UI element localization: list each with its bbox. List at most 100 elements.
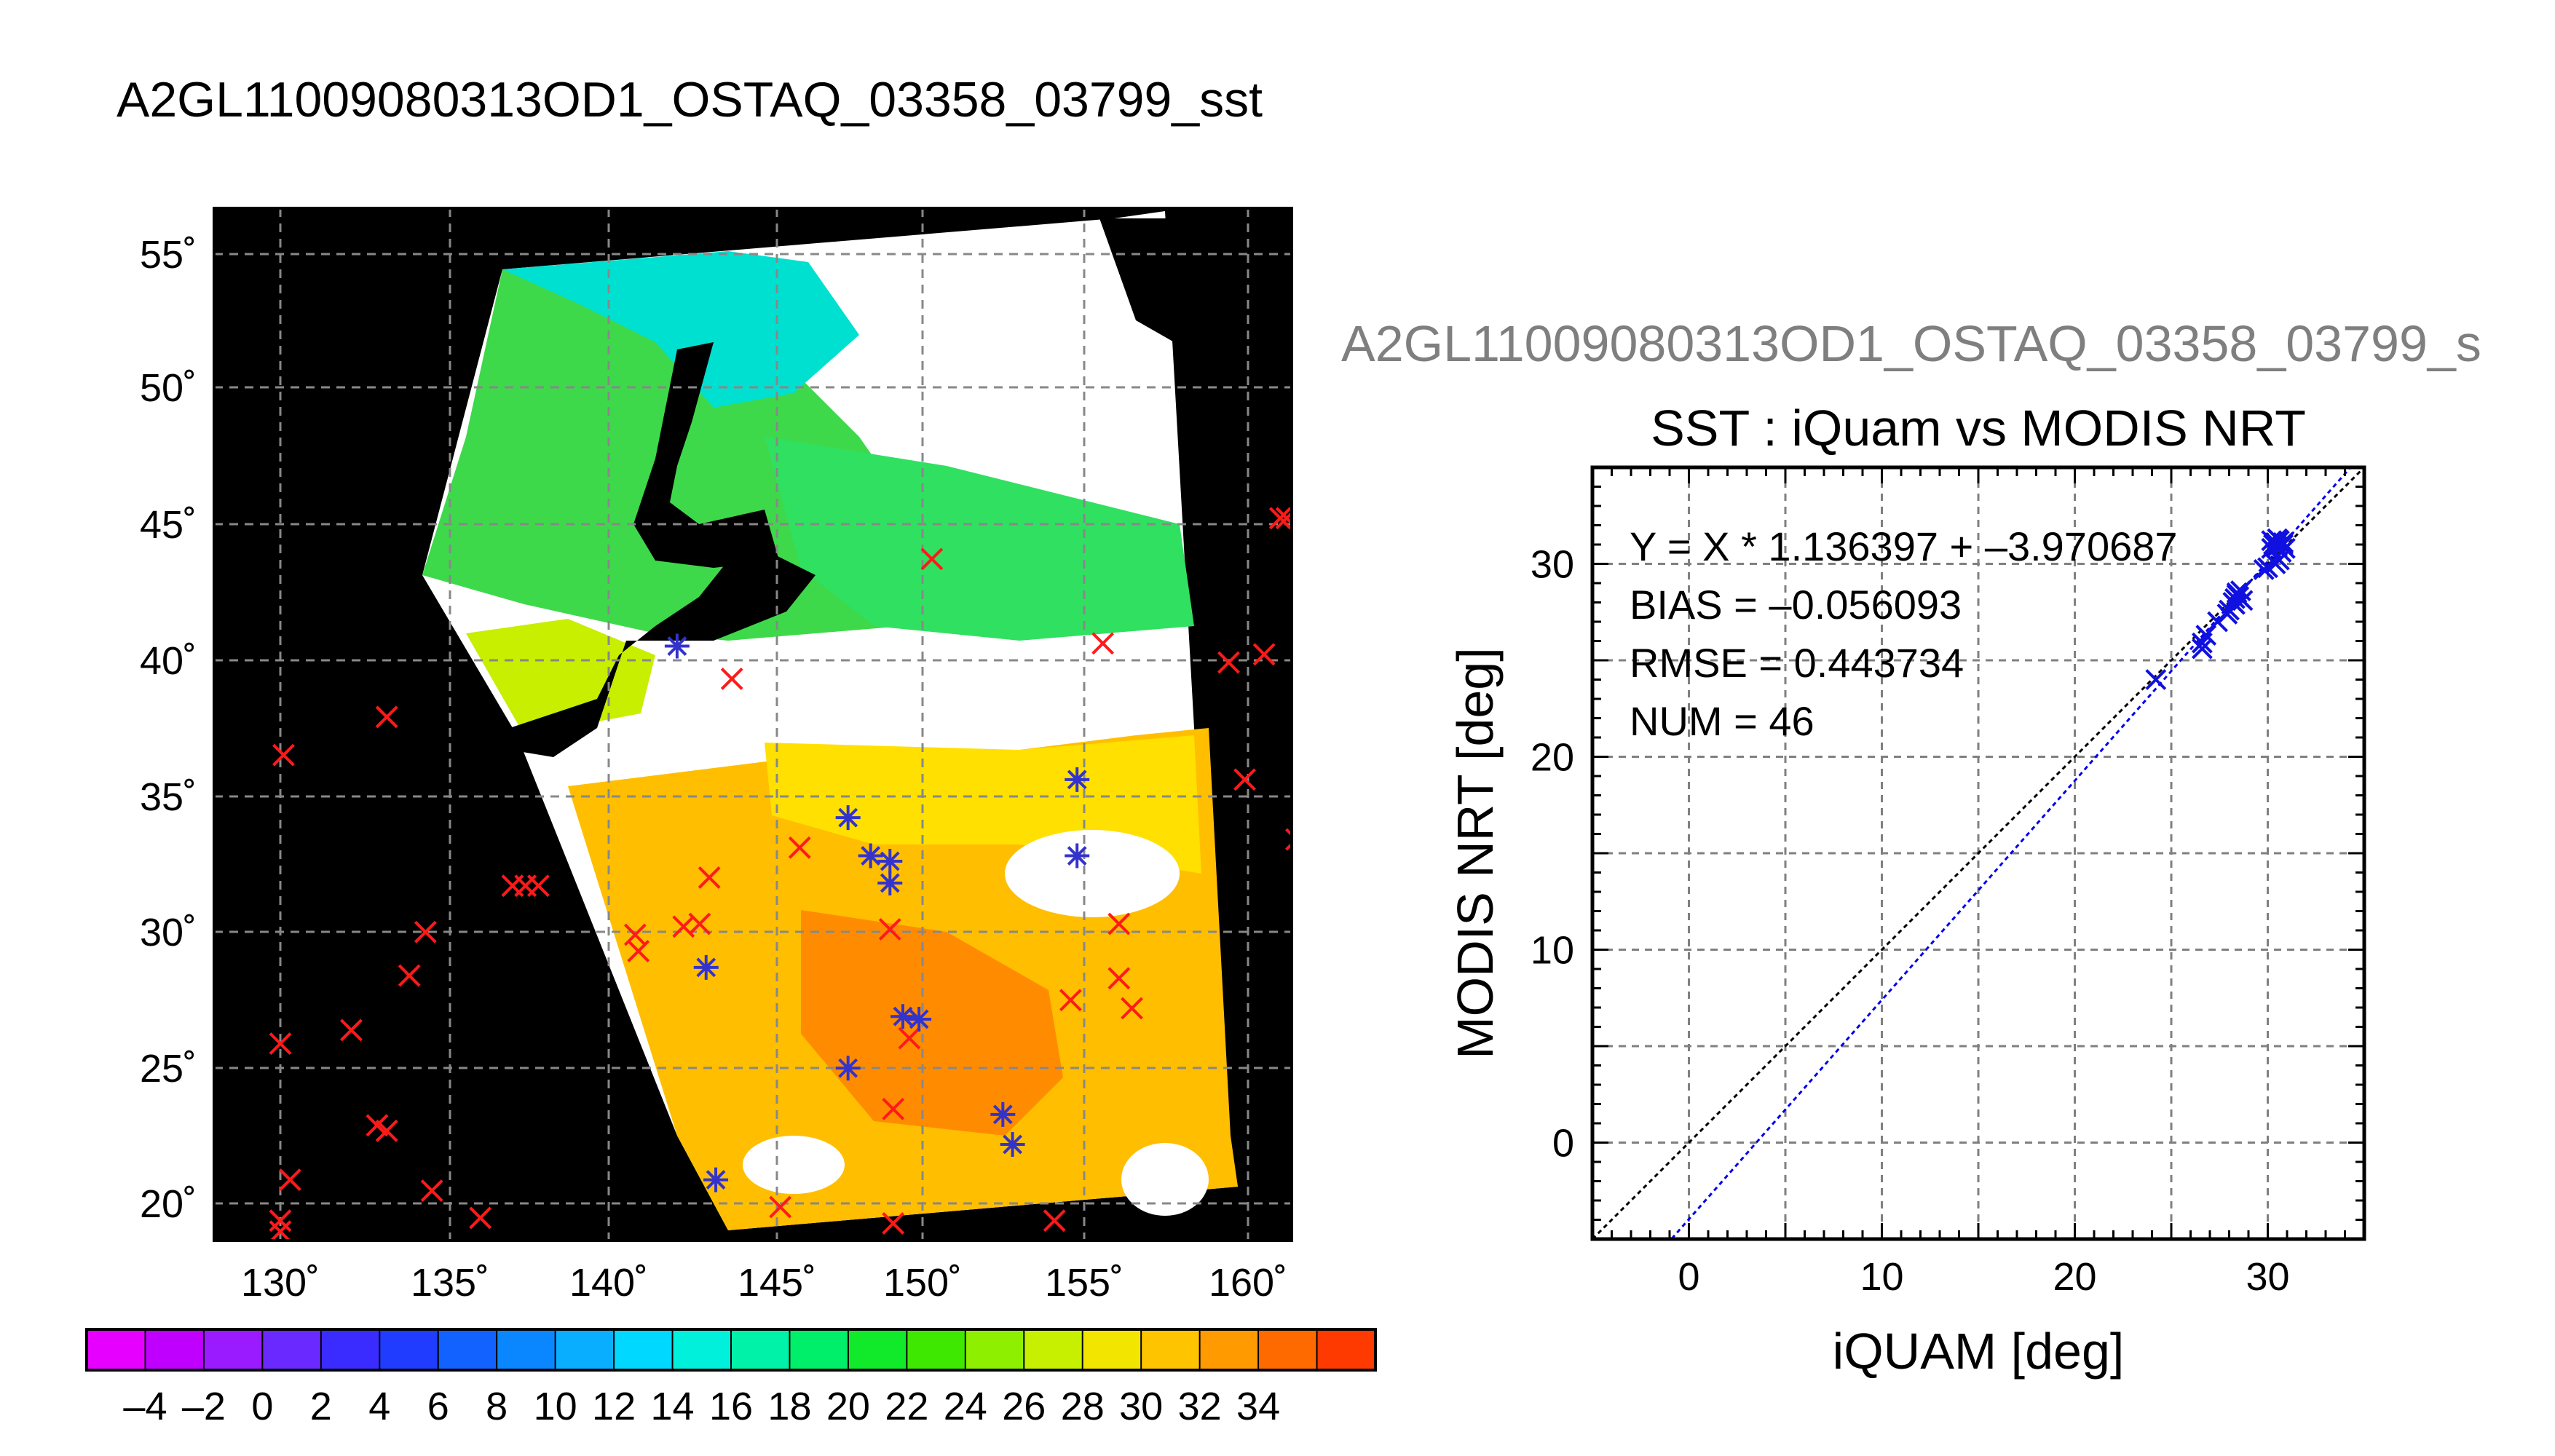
matchup-marker	[269, 1220, 292, 1241]
lat-label: 20˚	[140, 1182, 197, 1226]
colorbar-cells	[87, 1329, 1376, 1370]
scatter-panel: SST : iQuam vs MODIS NRT 0 10 20 30 0 10 20 30…	[1447, 400, 2366, 1380]
matchup-marker-highlight	[890, 1004, 915, 1029]
plot-ticks	[1591, 466, 2366, 1241]
lon-label: 140˚	[569, 1261, 648, 1305]
matchup-marker	[469, 1206, 492, 1230]
colorbar-label: 18	[767, 1385, 811, 1428]
colorbar-label: 20	[826, 1385, 870, 1428]
stats-fit-equation: Y = X * 1.136397 + –3.970687	[1630, 523, 2178, 569]
colorbar-cell	[672, 1329, 732, 1370]
colorbar-label: 26	[1002, 1385, 1046, 1428]
colorbar-cell	[1141, 1329, 1201, 1370]
colorbar-label: 28	[1061, 1385, 1105, 1428]
land-japan	[510, 553, 816, 757]
side-title: A2GL11009080313OD1_OSTAQ_03358_03799_s	[1341, 315, 2481, 372]
colorbar-label: 34	[1236, 1385, 1280, 1428]
map-frame	[213, 207, 1293, 1242]
matchup-marker	[1252, 643, 1276, 666]
colorbar-cell	[320, 1329, 380, 1370]
matchup-marker	[788, 836, 811, 859]
scatter-point	[2145, 669, 2167, 690]
matchup-marker-highlight	[1000, 1131, 1025, 1157]
scatter-point	[2216, 603, 2238, 625]
matchup-marker	[698, 866, 721, 889]
colorbar-label: 8	[486, 1385, 508, 1428]
matchup-marker	[882, 1212, 905, 1235]
y-tick-labels: 0 10 20 30	[1531, 543, 1574, 1166]
lat-label: 55˚	[140, 233, 197, 277]
matchup-marker-highlight	[877, 849, 903, 874]
matchup-marker-highlight	[835, 805, 861, 831]
colorbar-cell	[555, 1329, 615, 1370]
cloud-patch	[1005, 830, 1180, 917]
colorbar-label: 30	[1119, 1385, 1163, 1428]
x-tick-label: 20	[2053, 1255, 2096, 1299]
matchup-marker	[1091, 632, 1115, 655]
colorbar-label: 16	[709, 1385, 753, 1428]
colorbar-cell	[1199, 1329, 1259, 1370]
colorbar-frame	[85, 1328, 1377, 1372]
lat-label: 45˚	[140, 503, 197, 547]
lat-label: 50˚	[140, 366, 197, 410]
colorbar-label: 4	[368, 1385, 390, 1428]
colorbar-label: 32	[1178, 1385, 1222, 1428]
scatter-points	[2145, 528, 2296, 690]
sst-cyan-region	[502, 251, 859, 408]
lat-label: 25˚	[140, 1047, 197, 1091]
scatter-point	[2272, 531, 2294, 553]
stats-num: NUM = 46	[1630, 698, 1814, 744]
y-tick-label: 0	[1552, 1122, 1574, 1166]
matchup-marker	[278, 1168, 301, 1192]
lon-label: 130˚	[241, 1261, 320, 1305]
scatter-point	[2268, 549, 2290, 571]
scatter-point	[2226, 584, 2248, 606]
regression-fit-line	[1670, 467, 2353, 1239]
colorbar-label: 14	[651, 1385, 695, 1428]
matchup-marker	[1268, 507, 1292, 530]
colorbar-label: –2	[182, 1385, 226, 1428]
colorbar-cell	[1316, 1329, 1376, 1370]
colorbar-cell	[497, 1329, 556, 1370]
chart-title: SST : iQuam vs MODIS NRT	[1651, 400, 2306, 456]
colorbar-cell	[1082, 1329, 1142, 1370]
matchup-marker	[414, 920, 437, 943]
colorbar-label: –4	[123, 1385, 167, 1428]
stats-bias: BIAS = –0.056093	[1630, 582, 1962, 628]
one-to-one-line	[1592, 467, 2364, 1239]
cloud-patch-east	[1121, 1143, 1209, 1216]
colorbar-cell	[1024, 1329, 1083, 1370]
matchup-marker-highlight	[1065, 843, 1090, 869]
matchup-marker	[340, 1018, 363, 1042]
main-title: A2GL11009080313OD1_OSTAQ_03358_03799_sst	[117, 72, 1263, 127]
matchup-marker	[878, 918, 901, 941]
matchup-marker	[1285, 828, 1292, 851]
sst-orange-core	[801, 910, 1063, 1136]
lon-label: 150˚	[883, 1261, 962, 1305]
colorbar-cell	[438, 1329, 497, 1370]
matchup-marker	[1217, 651, 1240, 674]
matchup-marker-highlight	[877, 870, 903, 895]
x-tick-label: 30	[2246, 1255, 2289, 1299]
matchup-marker-highlight	[664, 633, 690, 659]
stats-box: Y = X * 1.136397 + –3.970687 BIAS = –0.0…	[1630, 523, 2178, 744]
colorbar-cell	[965, 1329, 1024, 1370]
matchup-marker-highlight	[835, 1056, 861, 1081]
colorbar-label: 10	[534, 1385, 577, 1428]
matchup-marker	[627, 940, 650, 962]
y-tick-label: 30	[1531, 543, 1574, 587]
matchup-marker	[720, 668, 743, 690]
matchup-marker-highlight	[858, 843, 883, 869]
colorbar-cell	[379, 1329, 439, 1370]
colorbar-cell	[203, 1329, 263, 1370]
lat-label: 40˚	[140, 639, 197, 683]
colorbar-cell	[1258, 1329, 1318, 1370]
colorbar: –4 –2 0 2 4 6 8 10 12 14 16 18 20 22 24 26 28 30 32 34	[85, 1328, 1377, 1428]
scatter-point	[2195, 625, 2217, 646]
matchup-marker-highlight	[1065, 767, 1090, 792]
matchup-marker	[272, 743, 295, 767]
lat-label: 30˚	[140, 911, 197, 954]
colorbar-cell	[731, 1329, 790, 1370]
matchup-marker	[1107, 912, 1131, 935]
colorbar-label: 24	[944, 1385, 987, 1428]
